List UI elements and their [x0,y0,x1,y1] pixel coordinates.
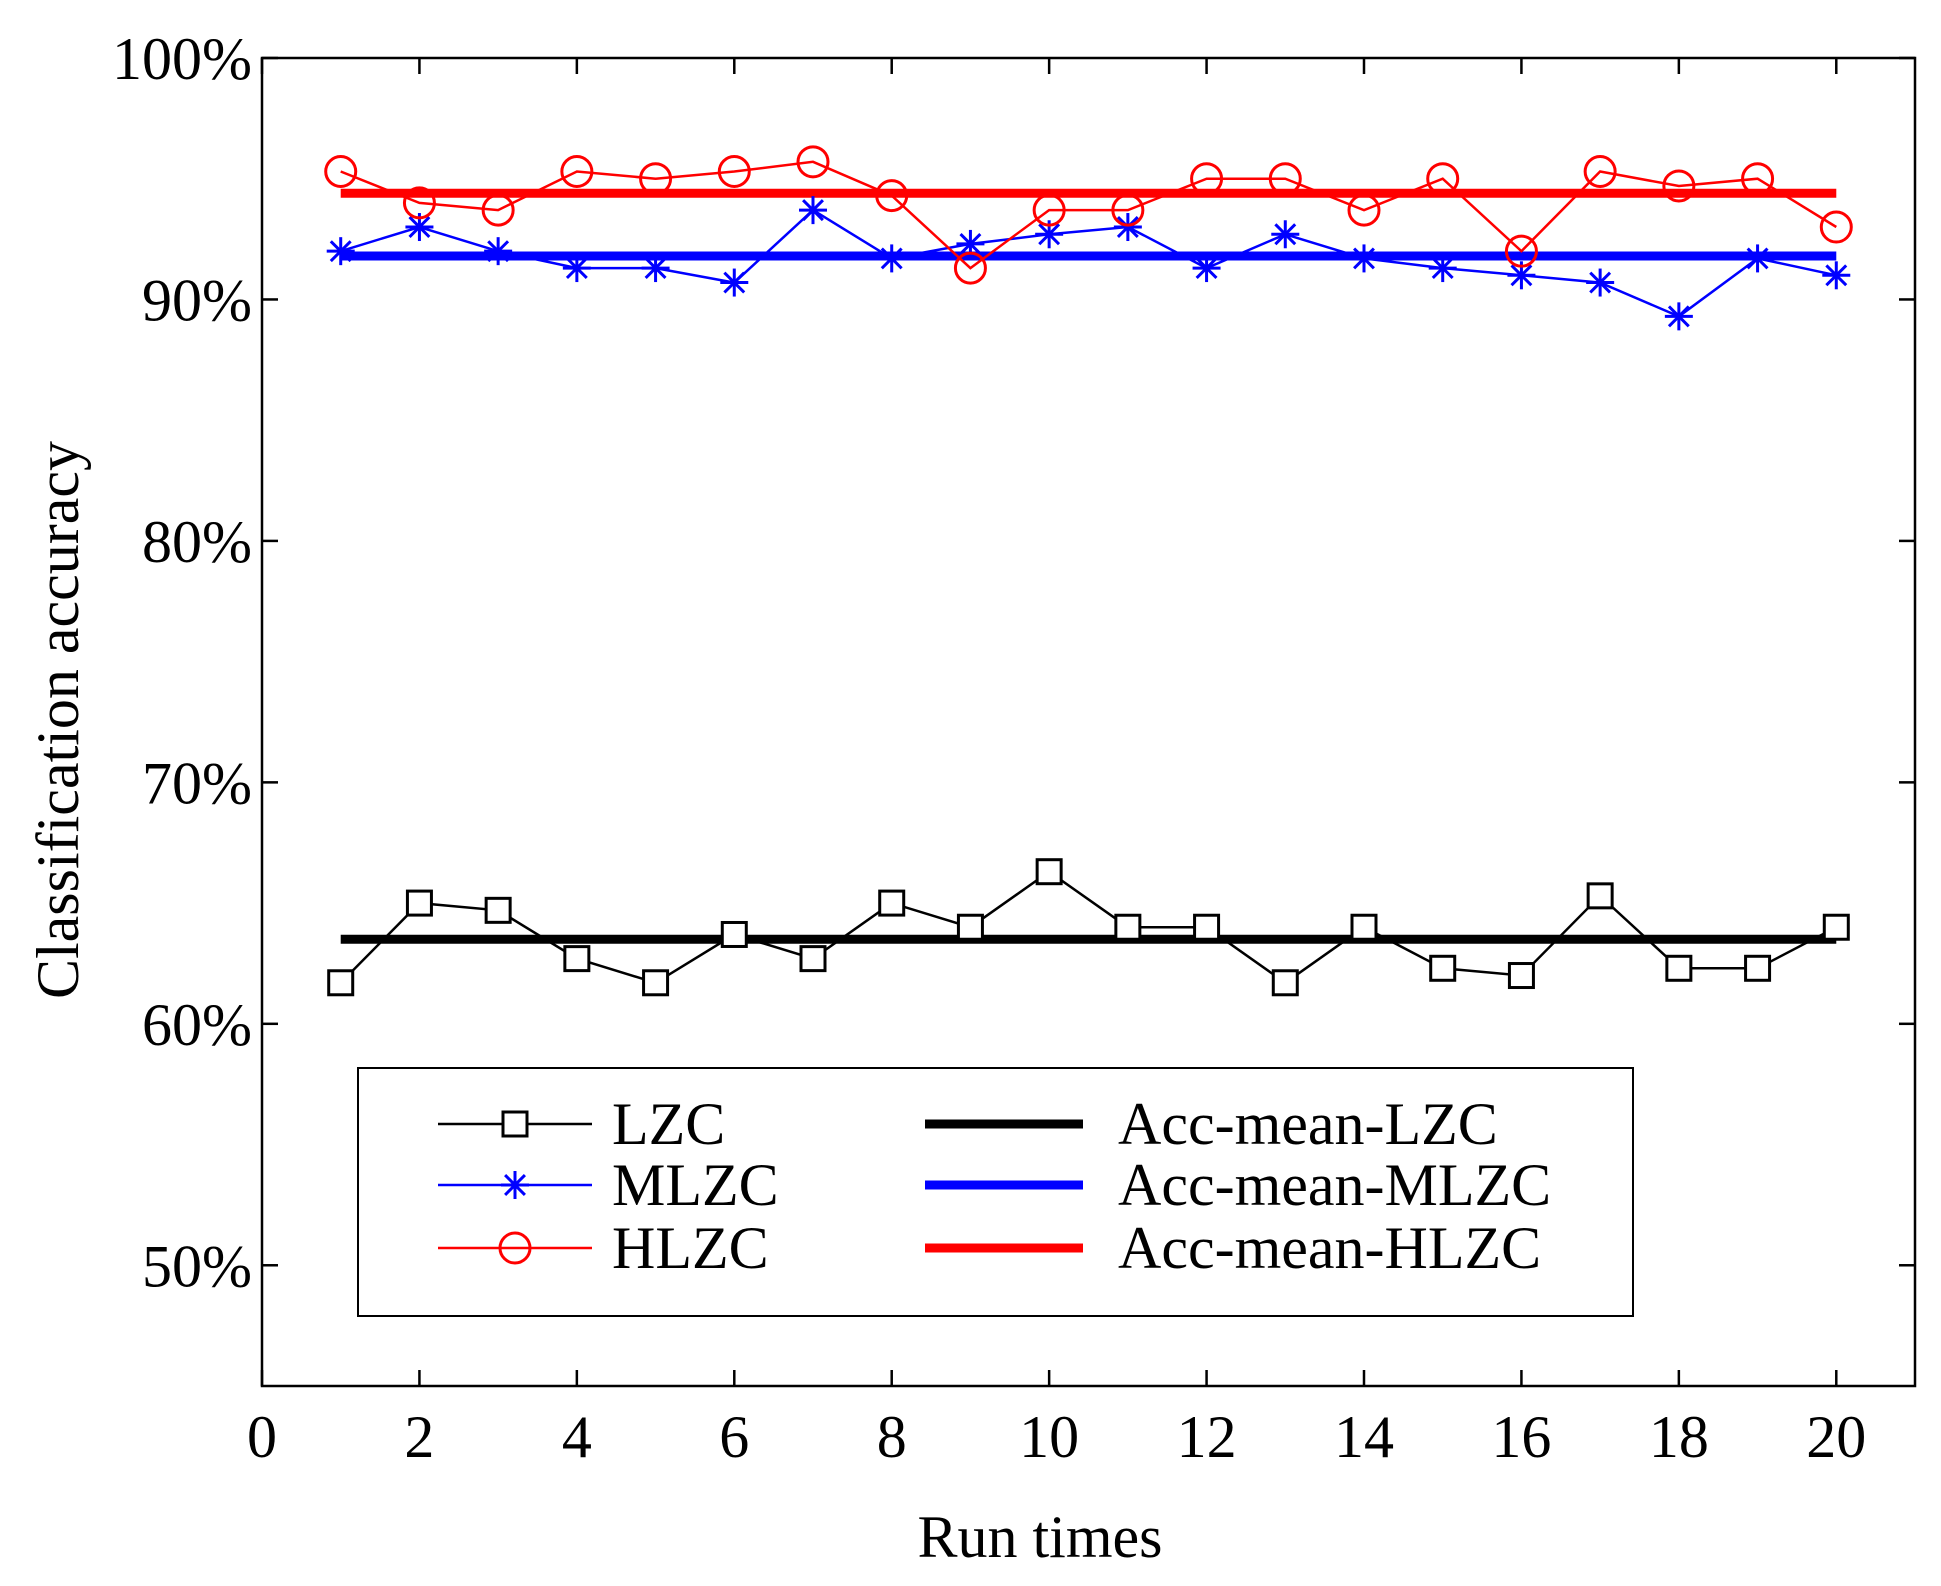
point-mlzc-20 [1822,261,1851,290]
point-lzc-4 [563,945,591,973]
point-mlzc-12 [1192,254,1221,283]
point-lzc-20 [1822,913,1850,941]
point-hlzc-8 [875,179,909,213]
y-tick-label: 60% [142,992,252,1058]
point-hlzc-1 [324,154,358,188]
point-mlzc-6 [720,268,749,297]
point-lzc-12 [1193,913,1221,941]
series-group [324,145,1853,997]
legend-box [357,1067,1634,1317]
mean-lines-group [340,188,1837,944]
point-hlzc-7 [796,145,830,179]
y-tick-label: 80% [142,509,252,575]
y-tick-label: 70% [142,750,252,816]
axes-group: 0 2 4 6 8 10 12 14 16 18 20 50% 60% 70% 80% 90% 100% [112,26,1917,1470]
point-hlzc-13 [1268,162,1302,196]
x-tick-label: 0 [247,1404,277,1470]
point-mlzc-7 [799,196,827,225]
point-mlzc-3 [484,237,513,266]
point-hlzc-10 [1032,193,1066,227]
point-hlzc-17 [1583,154,1617,188]
point-lzc-3 [484,896,512,924]
x-tick-label: 16 [1491,1404,1551,1470]
point-mlzc-18 [1664,302,1693,331]
point-lzc-8 [878,889,906,917]
x-tick-label: 18 [1649,1404,1709,1470]
point-hlzc-15 [1426,162,1460,196]
point-lzc-5 [642,969,670,997]
legend-label-acc-mean-hlzc: Acc-mean-HLZC [1118,1215,1541,1281]
point-lzc-15 [1429,954,1457,982]
y-tick-label: 50% [142,1233,252,1299]
legend-label-acc-mean-mlzc: Acc-mean-MLZC [1118,1152,1551,1218]
point-mlzc-2 [405,213,434,242]
point-mlzc-1 [326,237,355,266]
y-axis-title: Classification accuracy [25,441,91,999]
point-lzc-14 [1350,913,1378,941]
x-tick-label: 4 [562,1404,592,1470]
point-mlzc-8 [877,244,906,273]
point-lzc-16 [1507,962,1535,990]
point-hlzc-4 [560,154,594,188]
x-tick-label: 20 [1806,1404,1866,1470]
point-hlzc-12 [1190,162,1224,196]
plot-frame [260,56,1917,1388]
legend-marker-lzc [501,1110,529,1138]
point-mlzc-4 [562,254,591,283]
point-hlzc-11 [1111,193,1145,227]
point-hlzc-9 [953,251,987,285]
x-tick-label: 2 [404,1404,434,1470]
point-hlzc-6 [717,154,751,188]
point-hlzc-5 [639,162,673,196]
x-tick-label: 14 [1334,1404,1394,1470]
point-lzc-18 [1665,954,1693,982]
legend-label-mlzc: MLZC [612,1152,779,1218]
point-lzc-1 [327,969,355,997]
legend-label-lzc: LZC [612,1091,725,1157]
y-tick-label: 100% [112,26,252,92]
point-mlzc-14 [1350,244,1378,273]
legend-label-acc-mean-lzc: Acc-mean-LZC [1118,1091,1498,1157]
point-mlzc-11 [1113,213,1142,242]
point-hlzc-2 [402,186,436,220]
point-hlzc-14 [1347,193,1381,227]
point-hlzc-3 [481,193,515,227]
point-mlzc-13 [1271,220,1300,249]
point-mlzc-5 [641,254,670,283]
point-lzc-2 [405,889,433,917]
point-lzc-10 [1035,858,1063,886]
point-lzc-7 [799,945,827,973]
x-tick-label: 12 [1177,1404,1237,1470]
point-lzc-9 [956,913,984,941]
point-lzc-19 [1744,954,1772,982]
point-hlzc-18 [1662,169,1696,203]
point-lzc-11 [1114,913,1142,941]
point-hlzc-16 [1504,234,1538,268]
x-tick-label: 8 [877,1404,907,1470]
series-line-hlzc [340,160,1837,270]
x-axis-title: Run times [917,1504,1162,1570]
point-mlzc-15 [1428,254,1457,283]
point-lzc-17 [1586,882,1614,910]
x-tick-label: 6 [719,1404,749,1470]
point-lzc-13 [1271,969,1299,997]
point-mlzc-17 [1586,268,1615,297]
legend-label-hlzc: HLZC [612,1215,769,1281]
legend-marker-hlzc [498,1231,532,1265]
point-hlzc-20 [1819,210,1853,244]
point-hlzc-19 [1741,162,1775,196]
point-lzc-6 [720,920,748,948]
legend-marker-mlzc [501,1171,529,1199]
point-mlzc-19 [1743,244,1772,273]
y-tick-label: 90% [142,267,252,333]
x-tick-label: 10 [1019,1404,1079,1470]
